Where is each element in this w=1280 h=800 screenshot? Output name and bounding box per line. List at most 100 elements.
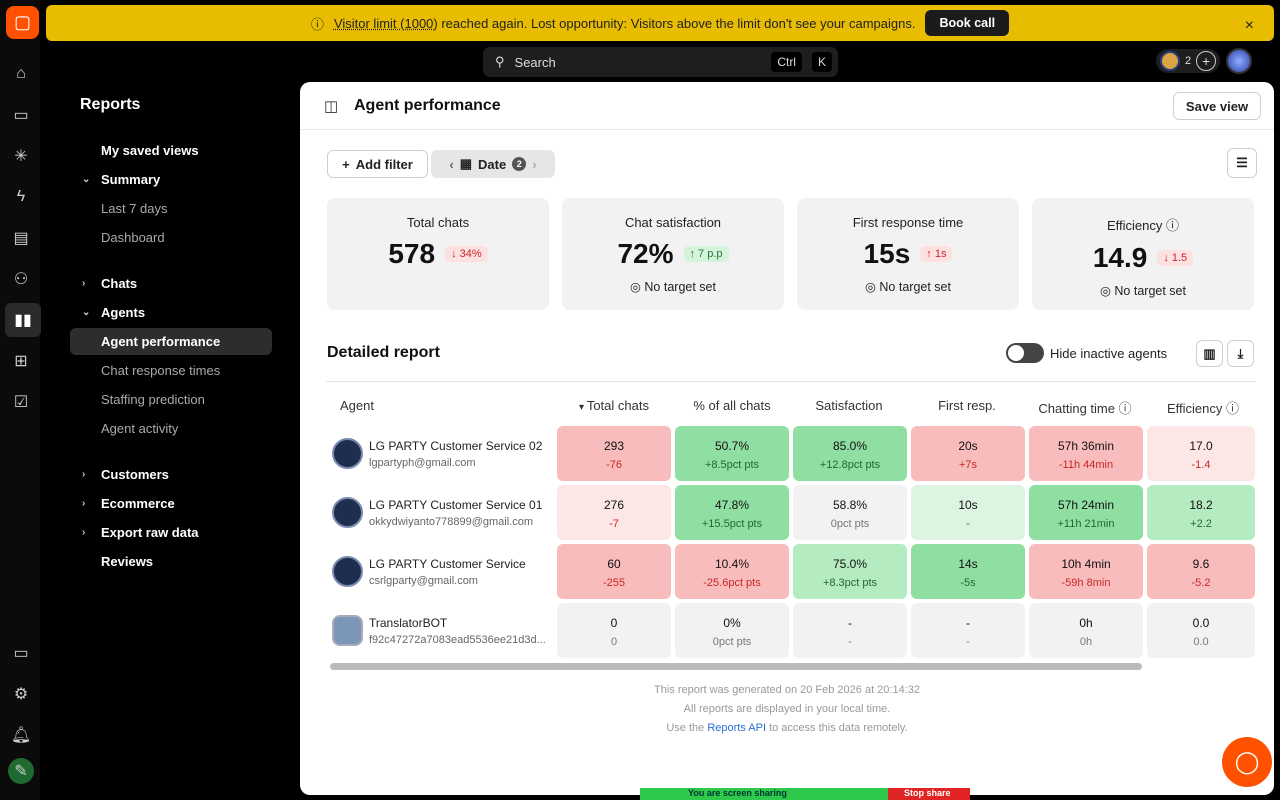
stop-share-button[interactable]: Stop share <box>888 788 970 800</box>
chevron-icon: ⌄ <box>82 307 91 318</box>
reports-icon[interactable]: ▮▮ <box>5 303 41 337</box>
table-row[interactable]: TranslatorBOT f92c47272a7083ead5536ee21d3… <box>326 603 1256 658</box>
tasks-icon[interactable]: ☑ <box>13 394 29 411</box>
metric-delta: - <box>966 518 970 530</box>
chevron-right-icon[interactable]: › <box>532 156 537 172</box>
date-filter[interactable]: ‹ ▦ Date 2 › <box>431 150 555 178</box>
columns-icon[interactable]: ▥ <box>1196 340 1223 367</box>
report-generated-text: This report was generated on 20 Feb 2026… <box>653 684 920 696</box>
add-icon[interactable]: + <box>1196 51 1217 71</box>
sparkle-icon[interactable]: ✳ <box>14 148 28 165</box>
chevron-left-icon[interactable]: ‹ <box>449 156 454 172</box>
reports-api-link[interactable]: Reports API <box>707 722 767 734</box>
sidebar-item-label: Agent activity <box>101 421 179 436</box>
bell-icon[interactable]: 🔔︎ <box>10 727 32 744</box>
sidebar-toggle-icon[interactable]: ◫ <box>324 98 339 115</box>
chat-widget-button[interactable]: ◯ <box>1222 737 1272 787</box>
sidebar-item-my-saved-views[interactable]: My saved views <box>70 137 272 164</box>
sidebar-item-reviews[interactable]: Reviews <box>70 548 272 575</box>
info-icon[interactable]: ⓘ <box>1222 401 1240 416</box>
sidebar-item-agent-performance[interactable]: Agent performance <box>70 328 272 355</box>
livechat-logo-icon[interactable]: ▢ <box>6 6 39 39</box>
settings-icon[interactable]: ⚙ <box>13 686 29 703</box>
metric-delta: +12.8pct pts <box>819 459 881 471</box>
divider <box>326 381 1256 382</box>
visitor-limit-link[interactable]: Visitor limit (1000) <box>333 15 438 31</box>
screen-sharing-text: You are screen sharing <box>640 788 888 800</box>
metric-value: 17.0 <box>1189 439 1213 453</box>
kpi-title: Chat satisfaction <box>562 215 784 230</box>
table-row[interactable]: LG PARTY Customer Service csrlgparty@gmai… <box>326 544 1256 599</box>
save-view-button[interactable]: Save view <box>1173 92 1261 120</box>
metric-cell: 57h 24min +11h 21min <box>1029 485 1143 540</box>
metric-cell: 10.4% -25.6pct pts <box>675 544 789 599</box>
lightning-icon[interactable]: ϟ <box>16 188 26 205</box>
agent-cell[interactable]: TranslatorBOT f92c47272a7083ead5536ee21d3… <box>326 603 555 658</box>
column-header--of-all-chats[interactable]: % of all chats <box>675 398 789 414</box>
online-agents[interactable]: 2 + <box>1156 49 1221 73</box>
sidebar-item-agents[interactable]: ⌄ Agents <box>70 299 272 326</box>
hide-inactive-toggle[interactable] <box>1006 343 1044 363</box>
sidebar-item-customers[interactable]: › Customers <box>70 461 272 488</box>
kpi-target[interactable]: ◎ No target set <box>562 279 784 294</box>
sidebar-item-dashboard[interactable]: Dashboard <box>70 224 272 251</box>
metric-delta: -255 <box>602 577 626 589</box>
agent-cell[interactable]: LG PARTY Customer Service csrlgparty@gmai… <box>326 544 555 599</box>
archive-icon[interactable]: ▤ <box>13 230 29 247</box>
metric-value: - <box>966 616 970 630</box>
sidebar-item-ecommerce[interactable]: › Ecommerce <box>70 490 272 517</box>
user-avatar[interactable]: ✎ <box>8 758 34 784</box>
sidebar-item-chat-response-times[interactable]: Chat response times <box>70 357 272 384</box>
kpi-value: 14.9 <box>1092 242 1148 273</box>
column-header-efficiency[interactable]: Efficiency ⓘ <box>1146 398 1260 416</box>
column-header-satisfaction[interactable]: Satisfaction <box>792 398 906 414</box>
chats-icon[interactable]: ▭ <box>13 107 29 124</box>
sidebar-item-chats[interactable]: › Chats <box>70 270 272 297</box>
table-row[interactable]: LG PARTY Customer Service 02 lgpartyph@gm… <box>326 426 1256 481</box>
billing-icon[interactable]: ▭ <box>13 645 29 662</box>
agent-cell[interactable]: LG PARTY Customer Service 01 okkydwiyanto… <box>326 485 555 540</box>
ai-assistant-icon[interactable] <box>1226 48 1253 74</box>
metric-cell: -- <box>911 603 1025 658</box>
search-input[interactable]: ⚲ Search Ctrl K <box>483 47 838 77</box>
kpi-target[interactable]: ◎ No target set <box>1032 283 1254 298</box>
close-icon[interactable]: × <box>1244 17 1254 34</box>
table-row[interactable]: LG PARTY Customer Service 01 okkydwiyanto… <box>326 485 1256 540</box>
column-header-total-chats[interactable]: ▾ Total chats <box>557 398 671 414</box>
download-icon[interactable]: ⤓ <box>1227 340 1254 367</box>
metric-value: 0h <box>1079 616 1093 630</box>
metric-value: 85.0% <box>832 439 868 453</box>
sidebar-item-last-7-days[interactable]: Last 7 days <box>70 195 272 222</box>
apps-icon[interactable]: ⊞ <box>14 353 28 370</box>
filter-settings-icon[interactable]: ☰ <box>1227 148 1257 178</box>
sidebar-title: Reports <box>80 96 141 113</box>
info-icon[interactable]: ⓘ <box>1162 218 1180 233</box>
kpi-value: 72% <box>617 238 674 269</box>
add-filter-button[interactable]: + Add filter <box>327 150 428 178</box>
home-icon[interactable]: ⌂ <box>16 65 26 82</box>
metric-cell: 0.0 0.0 <box>1147 603 1255 658</box>
sidebar-item-summary[interactable]: ⌄ Summary <box>70 166 272 193</box>
kpi-value-row: 72% ↑ 7 p.p <box>562 238 784 270</box>
agent-email: f92c47272a7083ead5536ee21d3d... <box>369 633 546 646</box>
agent-cell[interactable]: LG PARTY Customer Service 02 lgpartyph@gm… <box>326 426 555 481</box>
kpi-target[interactable]: ◎ No target set <box>797 279 1019 294</box>
agent-avatar <box>332 497 363 528</box>
customers-icon[interactable]: ⚇ <box>13 271 29 288</box>
metric-cell: 50.7% +8.5pct pts <box>675 426 789 481</box>
column-header-agent[interactable]: Agent <box>340 398 374 414</box>
column-header-first-resp-[interactable]: First resp. <box>910 398 1024 414</box>
sidebar-item-agent-activity[interactable]: Agent activity <box>70 415 272 442</box>
column-header-chatting-time[interactable]: Chatting time ⓘ <box>1028 398 1142 416</box>
metric-value: 57h 36min <box>1057 439 1115 453</box>
metric-delta: 0h <box>1079 636 1093 648</box>
horizontal-scrollbar[interactable] <box>330 663 1142 670</box>
metric-cell: 293 -76 <box>557 426 671 481</box>
sidebar-item-label: Customers <box>101 467 169 482</box>
book-call-button[interactable]: Book call <box>925 10 1010 36</box>
sidebar-item-staffing-prediction[interactable]: Staffing prediction <box>70 386 272 413</box>
info-icon[interactable]: ⓘ <box>1114 401 1132 416</box>
metric-value: 9.6 <box>1192 557 1210 571</box>
sidebar-item-export-raw-data[interactable]: › Export raw data <box>70 519 272 546</box>
sidebar-item-label: Dashboard <box>101 230 165 245</box>
